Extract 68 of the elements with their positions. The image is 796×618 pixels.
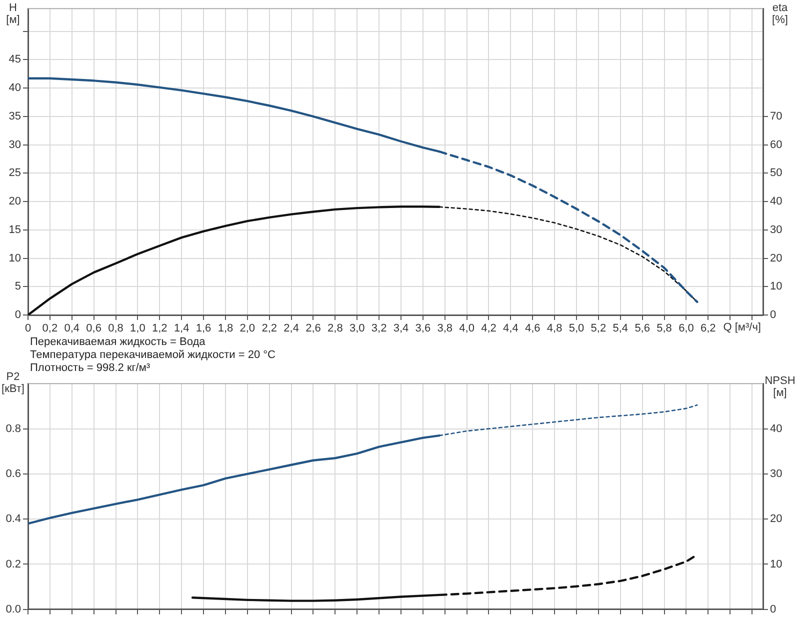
x-tick-label: 1,0 <box>130 322 146 335</box>
x-tick-label: 3,4 <box>393 322 409 335</box>
y-tick-label: 0.4 <box>6 513 21 526</box>
x-tick-label: 6,0 <box>678 322 694 335</box>
y2-tick-label: 0 <box>770 309 776 322</box>
y-tick-label: 20 <box>8 196 21 208</box>
y-tick-label: 0.2 <box>6 558 21 570</box>
x-axis-title: Q [м³/ч] <box>723 322 761 334</box>
y-tick-label: 45 <box>8 54 21 66</box>
x-tick-label: 1,4 <box>174 322 190 335</box>
y-tick-label: 0.6 <box>6 468 21 480</box>
x-tick-label: 3,8 <box>437 322 453 335</box>
x-tick-label: 0,8 <box>108 322 124 335</box>
text: Температура перекачиваемой жидкости = 20 °C <box>30 349 276 362</box>
y-tick-label: 0.8 <box>6 422 21 435</box>
x-tick-label: 3,6 <box>415 322 431 335</box>
y-tick-label: 0.0 <box>6 603 21 616</box>
y2-tick-label: 20 <box>770 252 782 264</box>
x-tick-label: 0 <box>24 322 32 335</box>
y2-tick-label: 30 <box>770 224 782 236</box>
x-tick-label: 2,4 <box>284 322 299 335</box>
text: Перекачиваемая жидкость = Вода <box>30 336 206 349</box>
y-axis-title: P2 [кВт] <box>0 371 26 395</box>
y2-axis-title: eta [%] <box>771 2 789 26</box>
y-tick-label: 30 <box>8 138 21 151</box>
x-tick-label: 4,6 <box>524 322 540 335</box>
y-tick-label: 35 <box>8 110 21 122</box>
y2-tick-label: 60 <box>770 138 782 151</box>
x-tick-label: 5,0 <box>568 322 584 335</box>
x-tick-label: 3,2 <box>371 322 387 335</box>
y-tick-label: 25 <box>8 167 21 180</box>
text: Плотность = 998.2 кг/м³ <box>30 362 152 375</box>
x-tick-label: 5,2 <box>590 322 606 335</box>
x-tick-label: 2,8 <box>328 322 343 335</box>
x-tick-label: 3,0 <box>349 322 365 335</box>
y2-tick-label: 10 <box>770 280 782 293</box>
y-tick-label: 10 <box>8 252 21 264</box>
y-tick-label: 15 <box>8 224 21 236</box>
y2-tick-label: 0 <box>770 603 776 616</box>
y-tick-label: 40 <box>8 82 21 94</box>
x-tick-label: 2,2 <box>262 322 277 335</box>
y2-tick-label: 40 <box>770 196 782 208</box>
y2-tick-label: 30 <box>770 468 782 480</box>
x-tick-label: 0,6 <box>86 322 102 335</box>
x-tick-label: 1,8 <box>218 322 234 335</box>
y-tick-label: 0 <box>14 309 21 322</box>
x-tick-label: 2,0 <box>240 322 256 335</box>
y2-tick-label: 10 <box>770 558 782 570</box>
x-tick-label: 1,2 <box>152 322 168 335</box>
y2-tick-label: 50 <box>770 167 782 180</box>
x-tick-label: 4,8 <box>546 322 562 335</box>
x-tick-label: 0,4 <box>64 322 80 335</box>
y2-axis-title: NPSH [м] <box>764 375 796 399</box>
y-tick-label: 5 <box>14 280 21 293</box>
x-tick-label: 4,0 <box>459 322 474 335</box>
x-tick-label: 1,6 <box>196 322 212 335</box>
y-axis-title: H [м] <box>5 2 21 26</box>
x-tick-label: 4,4 <box>503 322 518 335</box>
y2-tick-label: 40 <box>770 422 782 435</box>
x-tick-label: 5,6 <box>634 322 650 335</box>
x-tick-label: 4,2 <box>481 322 496 335</box>
x-tick-label: 5,4 <box>612 322 628 335</box>
x-tick-label: 6,2 <box>700 322 716 335</box>
y2-tick-label: 20 <box>770 513 782 526</box>
x-tick-label: 5,8 <box>656 322 672 335</box>
y2-tick-label: 70 <box>770 110 782 122</box>
x-tick-label: 2,6 <box>306 322 321 335</box>
x-tick-label: 0,2 <box>42 322 58 335</box>
